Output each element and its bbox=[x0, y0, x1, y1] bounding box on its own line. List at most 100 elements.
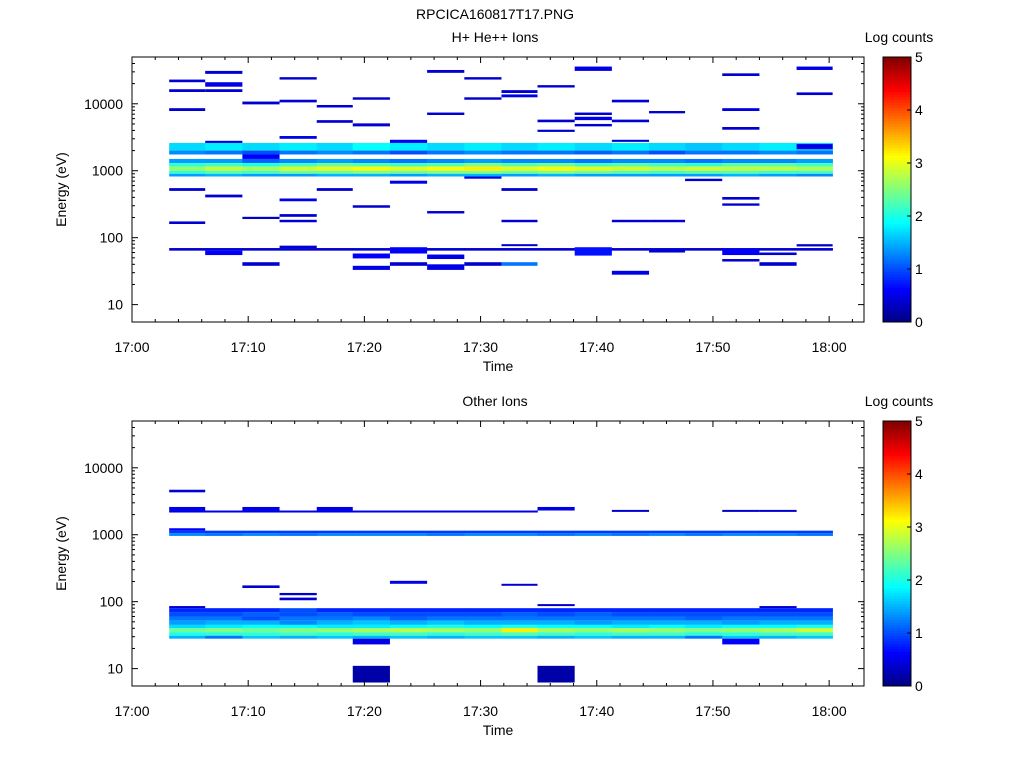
heatmap-cell bbox=[352, 253, 390, 259]
heatmap-cell bbox=[242, 585, 280, 589]
heatmap-cell bbox=[685, 530, 723, 534]
colorbar-swatch bbox=[883, 67, 911, 71]
heatmap-cell bbox=[279, 628, 318, 633]
heatmap-cell bbox=[279, 612, 318, 617]
heatmap-cell bbox=[464, 612, 502, 617]
colorbar-swatch bbox=[883, 104, 911, 108]
heatmap-cell bbox=[796, 628, 833, 633]
colorbar-swatch bbox=[883, 91, 911, 95]
colorbar-swatch bbox=[883, 484, 911, 488]
heatmap-cell bbox=[169, 108, 206, 112]
heatmap-cell bbox=[722, 142, 760, 151]
heatmap-cell bbox=[759, 252, 797, 256]
heatmap-cell bbox=[316, 173, 354, 177]
heatmap-cell bbox=[464, 624, 502, 629]
heatmap-cell bbox=[537, 506, 575, 511]
heatmap-cell bbox=[611, 509, 650, 512]
colorbar-swatch bbox=[883, 178, 911, 183]
colorbar-swatch bbox=[883, 271, 911, 275]
heatmap-cell bbox=[316, 120, 353, 123]
heatmap-cell bbox=[427, 530, 465, 534]
colorbar-swatch bbox=[883, 654, 911, 658]
heatmap-cell bbox=[796, 608, 833, 613]
heatmap-cell bbox=[574, 247, 612, 256]
heatmap-cell bbox=[685, 533, 723, 536]
y-tick-label: 10 bbox=[107, 297, 123, 313]
colorbar-swatch bbox=[883, 99, 911, 103]
colorbar-swatch bbox=[883, 614, 911, 618]
colorbar-swatch bbox=[883, 521, 911, 525]
heatmap-cell bbox=[352, 205, 390, 208]
heatmap-cell bbox=[464, 142, 502, 151]
colorbar-swatch bbox=[883, 670, 911, 674]
heatmap-cell bbox=[464, 620, 502, 625]
heatmap-cell bbox=[352, 624, 391, 629]
heatmap-cell bbox=[316, 142, 354, 151]
heatmap-cell bbox=[169, 635, 206, 639]
heatmap-cell bbox=[649, 111, 686, 114]
colorbar-swatch bbox=[883, 192, 911, 196]
heatmap-cell bbox=[537, 616, 575, 621]
colorbar-swatch bbox=[883, 173, 911, 177]
heatmap-cell bbox=[205, 173, 243, 177]
heatmap-cell bbox=[574, 142, 613, 151]
heatmap-cell bbox=[242, 624, 280, 629]
heatmap-cell bbox=[427, 533, 465, 536]
heatmap-cell bbox=[352, 166, 391, 171]
heatmap-cell bbox=[501, 530, 538, 534]
heatmap-cell bbox=[611, 219, 650, 223]
heatmap-cell bbox=[796, 244, 833, 247]
heatmap-cell bbox=[169, 608, 206, 613]
heatmap-cell bbox=[205, 632, 243, 636]
heatmap-cell bbox=[611, 170, 650, 174]
heatmap-cell bbox=[279, 620, 318, 625]
heatmap-cell bbox=[352, 612, 391, 617]
heatmap-cell bbox=[427, 608, 465, 613]
colorbar-swatch bbox=[883, 306, 911, 310]
heatmap-cell bbox=[279, 150, 318, 155]
heatmap-cell bbox=[427, 616, 465, 621]
heatmap-cell bbox=[722, 170, 760, 174]
colorbar-swatch bbox=[883, 564, 911, 568]
heatmap-cell bbox=[464, 510, 502, 513]
colorbar-swatch bbox=[883, 218, 911, 222]
colorbar-swatch bbox=[883, 194, 911, 198]
colorbar-swatch bbox=[883, 609, 911, 613]
heatmap-cell bbox=[685, 166, 723, 171]
heatmap-cell bbox=[574, 150, 613, 155]
heatmap-cell bbox=[649, 530, 686, 534]
heatmap-cell bbox=[685, 608, 723, 613]
heatmap-cell bbox=[796, 150, 833, 155]
axes: 17:00 17:10 17:20 17:30 17:40 17:50 18:00 10 100… bbox=[84, 420, 864, 719]
y-tick-label: 10000 bbox=[84, 96, 123, 112]
colorbar-tick-label: 2 bbox=[915, 208, 923, 224]
colorbar-swatch bbox=[883, 102, 911, 106]
colorbar-swatch bbox=[883, 80, 911, 84]
heatmap-cell bbox=[279, 533, 318, 536]
colorbar-swatch bbox=[883, 216, 911, 220]
colorbar-swatch bbox=[883, 556, 911, 560]
heatmap-cell bbox=[279, 166, 318, 171]
colorbar-swatch bbox=[883, 231, 911, 236]
colorbar-swatch bbox=[883, 295, 911, 299]
heatmap-cell bbox=[759, 166, 797, 171]
heatmap-cell bbox=[242, 616, 280, 621]
colorbar-tick-label: 3 bbox=[915, 519, 923, 535]
heatmap-cell bbox=[316, 510, 354, 513]
colorbar-swatch bbox=[883, 633, 911, 637]
colorbar-swatch bbox=[883, 245, 911, 249]
colorbar-swatch bbox=[883, 253, 911, 257]
colorbar-swatch bbox=[883, 78, 911, 82]
colorbar-swatch bbox=[883, 152, 911, 156]
colorbar-swatch bbox=[883, 487, 911, 491]
colorbar-swatch bbox=[883, 508, 911, 512]
colorbar-swatch bbox=[883, 250, 911, 254]
heatmap-cell bbox=[316, 166, 354, 171]
heatmap-cell bbox=[574, 116, 612, 121]
heatmap-cell bbox=[205, 194, 243, 198]
colorbar-swatch bbox=[883, 163, 911, 167]
heatmap-cell bbox=[352, 616, 391, 621]
heatmap-cell bbox=[722, 530, 760, 534]
heatmap-cell bbox=[611, 632, 650, 636]
colorbar-swatch bbox=[883, 139, 911, 143]
